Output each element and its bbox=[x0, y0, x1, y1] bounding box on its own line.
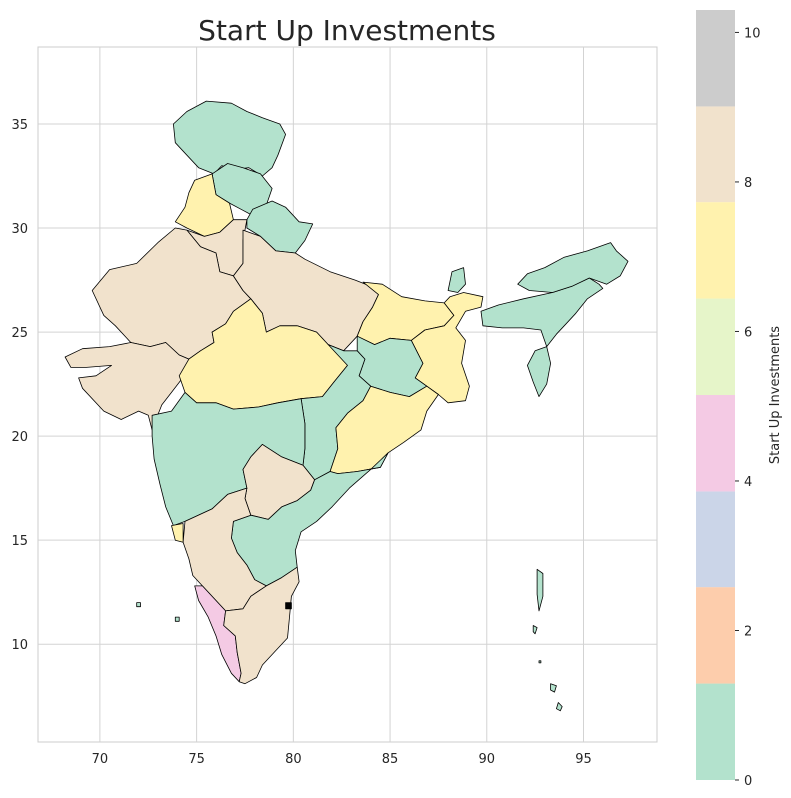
region-sikkim bbox=[447, 267, 466, 293]
x-tick-label: 90 bbox=[479, 752, 496, 767]
colorbar-bin bbox=[696, 298, 735, 395]
x-tick-label: 95 bbox=[575, 752, 592, 767]
region-arunachal bbox=[517, 242, 629, 293]
x-tick-label: 80 bbox=[285, 752, 302, 767]
region-uttarakhand bbox=[246, 200, 314, 254]
chart-title: Start Up Investments bbox=[198, 14, 496, 47]
x-tick-label: 75 bbox=[188, 752, 205, 767]
x-tick-label: 85 bbox=[382, 752, 399, 767]
region-little-andaman bbox=[532, 625, 538, 635]
colorbar-bin bbox=[696, 202, 735, 299]
region-great-nicobar bbox=[556, 702, 563, 712]
y-tick-labels: 10 15 20 25 30 35 bbox=[11, 118, 28, 653]
colorbar-bin bbox=[696, 683, 735, 780]
colorbar-label: Start Up Investments bbox=[768, 326, 783, 464]
y-tick-label: 10 bbox=[11, 638, 28, 653]
y-tick-label: 30 bbox=[11, 222, 28, 237]
region-nicobar-1 bbox=[550, 683, 557, 693]
region-west-bengal bbox=[410, 292, 484, 404]
y-tick-label: 15 bbox=[11, 534, 28, 549]
region-car-nicobar bbox=[538, 660, 542, 664]
colorbar-tick-labels: 0 2 4 6 8 10 bbox=[735, 26, 761, 789]
region-lakshadweep-2 bbox=[174, 616, 180, 622]
y-tick-label: 25 bbox=[11, 326, 28, 341]
colorbar-bin bbox=[696, 106, 735, 203]
colorbar-bin bbox=[696, 587, 735, 684]
region-layer bbox=[64, 100, 629, 712]
colorbar-tick-label: 6 bbox=[744, 325, 752, 340]
colorbar-bin bbox=[696, 10, 735, 107]
region-lakshadweep-1 bbox=[136, 602, 141, 608]
colorbar-tick-label: 10 bbox=[744, 26, 761, 41]
x-tick-label: 70 bbox=[92, 752, 109, 767]
region-andaman bbox=[536, 568, 544, 612]
region-tripura-mizoram bbox=[527, 346, 551, 397]
region-karnataka bbox=[182, 487, 267, 612]
region-assam-northeast bbox=[480, 277, 604, 347]
colorbar-tick-label: 4 bbox=[744, 475, 752, 490]
region-tamil-nadu bbox=[223, 566, 300, 685]
region-goa bbox=[171, 523, 184, 543]
colorbar-bin bbox=[696, 395, 735, 492]
region-puducherry bbox=[285, 602, 292, 610]
x-tick-labels: 70 75 80 85 90 95 bbox=[92, 752, 592, 767]
y-tick-label: 35 bbox=[11, 118, 28, 133]
colorbar-bin bbox=[696, 491, 735, 588]
y-tick-label: 20 bbox=[11, 430, 28, 445]
region-ladakh-kashmir bbox=[173, 100, 286, 177]
colorbar bbox=[696, 10, 735, 780]
colorbar-tick-label: 0 bbox=[744, 774, 752, 789]
colorbar-tick-label: 8 bbox=[744, 176, 752, 191]
colorbar-tick-label: 2 bbox=[744, 624, 752, 639]
